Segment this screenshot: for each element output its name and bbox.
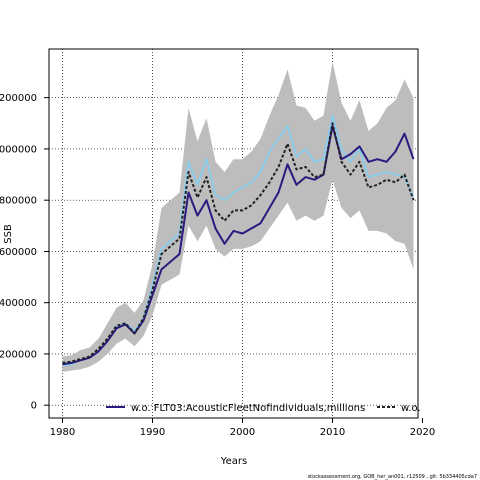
x-axis: 1980 1990 2000 2010 2020	[50, 418, 435, 438]
plot-frame	[48, 48, 419, 419]
x-tick-label: 1980	[50, 427, 75, 438]
legend: w.o. FLT03:AcousticFleetNofindividuals,m…	[106, 403, 421, 414]
y-axis-title: SSB	[3, 224, 14, 244]
series-line-light	[62, 114, 415, 367]
x-tick-label: 2010	[320, 427, 345, 438]
legend-label-wo: w.o.	[401, 403, 421, 414]
y-axis: 0 200000 400000 600000 800000 1000000 1200000	[0, 93, 49, 412]
confidence-band	[62, 61, 414, 372]
y-tick-label: 1000000	[0, 144, 37, 155]
series-line-flt03	[62, 124, 415, 366]
legend-label-flt03: w.o. FLT03:AcousticFleetNofindividuals,m…	[131, 403, 365, 414]
y-tick-label: 800000	[0, 196, 37, 207]
x-tick-label: 2000	[230, 427, 255, 438]
x-axis-title: Years	[220, 456, 247, 467]
y-tick-label: 400000	[0, 298, 37, 309]
y-tick-label: 0	[31, 401, 37, 412]
x-tick-label: 1990	[140, 427, 165, 438]
y-tick-label: 600000	[0, 247, 37, 258]
footer-credit: stockassessment.org, GOB_her_an001, r125…	[308, 474, 477, 480]
series-lines	[62, 114, 415, 367]
x-tick-label: 2020	[410, 427, 435, 438]
y-tick-label: 1200000	[0, 93, 37, 104]
y-tick-label: 200000	[0, 349, 37, 360]
